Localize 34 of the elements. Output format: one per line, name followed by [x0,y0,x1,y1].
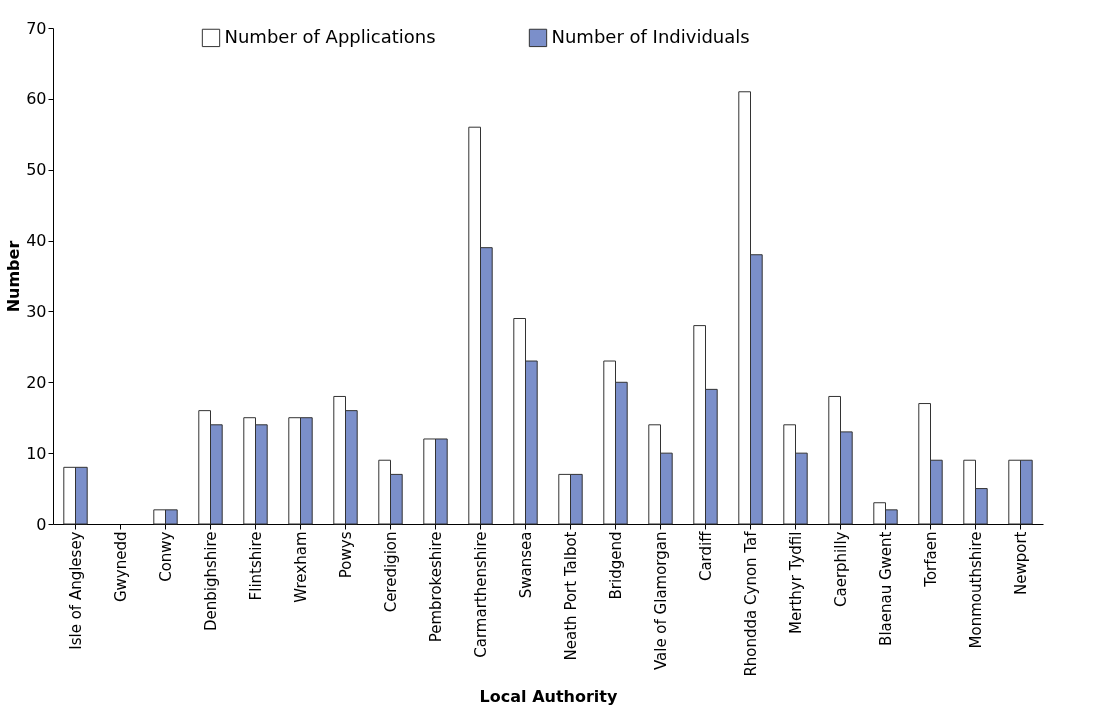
x-tick-label: Rhondda Cynon Taf [741,530,760,677]
x-tick-label: Pembrokeshire [426,531,445,643]
x-tick-label: Caerphilly [831,531,850,607]
y-tick-label: 20 [26,372,47,392]
x-tick-label: Conwy [156,531,175,582]
x-tick-label: Merthyr Tydfil [786,531,805,634]
x-tick-label: Flintshire [246,531,265,601]
x-tick-label: Torfaen [921,531,940,588]
x-tick-label: Blaenau Gwent [876,531,895,646]
x-tick-label: Gwynedd [111,531,130,603]
x-tick-label: Monmouthshire [966,531,985,649]
x-tick-label: Neath Port Talbot [561,531,580,661]
x-tick-label: Cardiff [696,530,715,582]
x-tick-label: Denbighshire [201,531,220,632]
x-axis-title: Local Authority [479,686,618,706]
x-tick-label: Carmarthenshire [471,531,490,658]
x-tick-label: Powys [336,531,355,579]
x-tick-label: Newport [1011,531,1030,595]
x-tick-label: Swansea [516,531,535,599]
legend-label: Number of Individuals [551,25,750,47]
y-tick-label: 0 [36,514,47,534]
x-tick-label: Vale of Glamorgan [651,531,670,671]
y-axis-title: Number [4,240,24,313]
y-tick-label: 60 [26,89,47,109]
y-tick-label: 70 [26,18,47,38]
x-tick-label: Isle of Anglesey [66,531,85,650]
x-tick-label: Wrexham [291,531,310,603]
legend-label: Number of Applications [224,25,436,47]
y-tick-label: 30 [26,301,47,321]
y-tick-label: 40 [26,231,47,251]
y-tick-label: 50 [26,160,47,180]
y-tick-label: 10 [26,443,47,463]
x-tick-label: Bridgend [606,531,625,600]
x-tick-label: Ceredigion [381,531,400,613]
